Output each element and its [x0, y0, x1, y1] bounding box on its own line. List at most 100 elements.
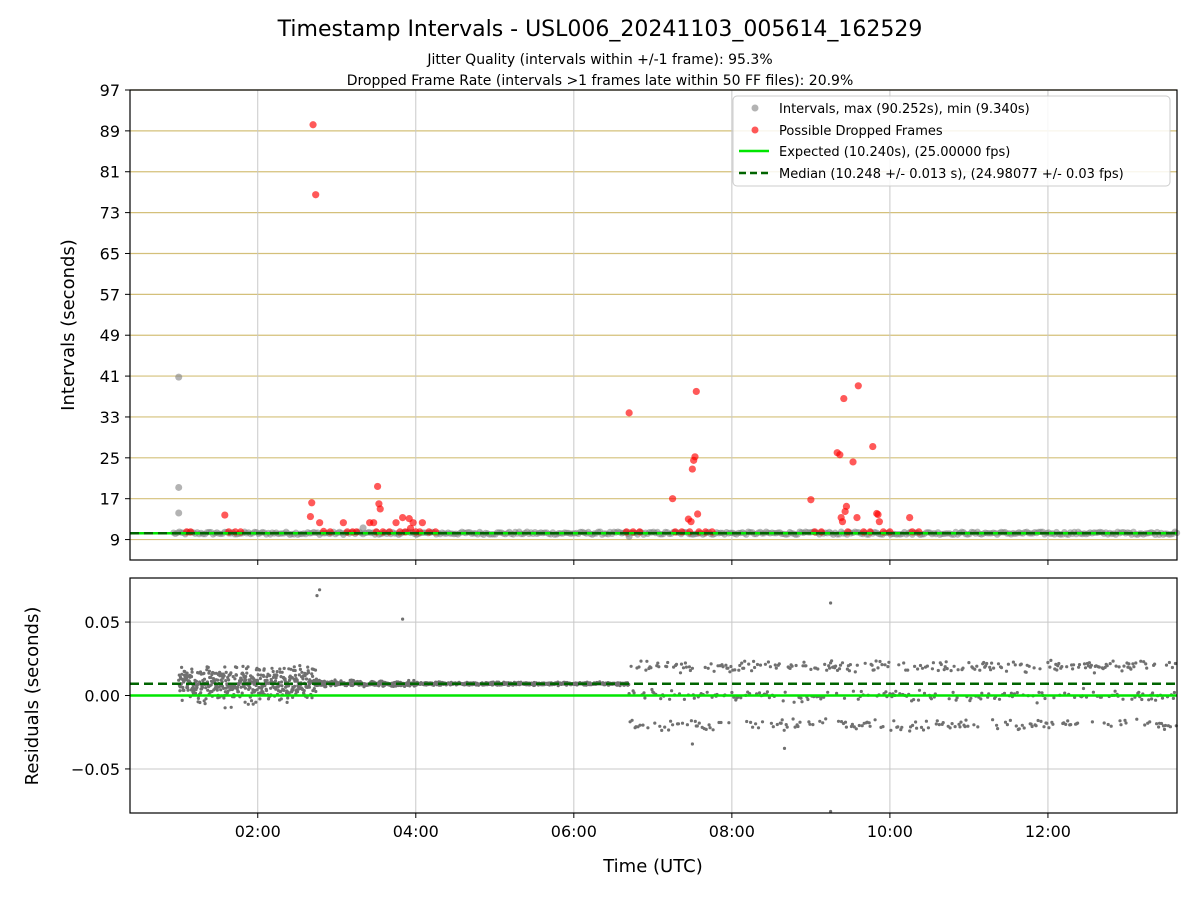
dropped-frame-point — [687, 518, 695, 526]
residual-point — [180, 665, 184, 670]
residual-point — [302, 689, 306, 693]
residual-point — [811, 723, 815, 727]
x-axis-label: Time (UTC) — [602, 856, 703, 877]
residual-point — [1119, 723, 1123, 727]
residual-point — [917, 688, 922, 692]
residual-point — [765, 690, 770, 694]
residual-point — [747, 662, 751, 666]
residual-point — [1055, 668, 1059, 672]
dropped-frame-point — [838, 518, 847, 526]
residual-point — [823, 662, 827, 667]
residual-point — [978, 668, 982, 672]
residual-point — [843, 720, 848, 724]
dropped-frame-point — [308, 499, 316, 507]
residual-point — [690, 666, 695, 670]
residual-point — [1122, 664, 1126, 668]
residual-point — [704, 727, 708, 732]
residual-point — [198, 700, 202, 705]
chart-subtitle-jitter: Jitter Quality (intervals within +/-1 fr… — [426, 52, 772, 68]
residual-point — [1014, 724, 1018, 728]
residual-point — [401, 617, 405, 621]
residual-point — [670, 689, 674, 693]
residual-point — [769, 721, 774, 725]
residual-point — [829, 809, 833, 814]
residual-point — [697, 721, 701, 725]
residual-point — [1114, 664, 1118, 668]
residual-point — [646, 726, 650, 730]
residual-point — [719, 720, 723, 725]
residual-point — [754, 722, 758, 726]
residual-point — [202, 671, 206, 676]
residual-point — [969, 696, 973, 700]
residual-point — [900, 725, 904, 729]
residual-point — [876, 666, 880, 670]
residual-point — [241, 664, 245, 669]
residual-point — [708, 726, 712, 730]
residual-point — [964, 718, 968, 722]
residual-point — [830, 659, 834, 663]
residual-point — [1124, 721, 1128, 725]
residual-point — [955, 696, 959, 700]
residual-point — [668, 697, 672, 701]
residual-point — [638, 723, 642, 727]
residual-point — [219, 688, 223, 692]
residual-point — [248, 686, 252, 690]
residual-point — [202, 677, 207, 681]
residual-point — [919, 725, 924, 730]
residual-point — [790, 664, 794, 668]
residual-point — [215, 688, 219, 692]
residual-point — [948, 726, 952, 730]
top-y-axis-label: Intervals (seconds) — [58, 239, 79, 411]
residual-point — [231, 675, 235, 679]
residual-point — [1066, 719, 1070, 723]
residual-point — [842, 696, 847, 700]
residual-point — [310, 672, 314, 676]
residual-point — [244, 678, 248, 682]
residual-point — [920, 666, 925, 670]
residual-point — [315, 594, 319, 598]
residual-point — [1142, 660, 1146, 664]
legend-entry-1: Possible Dropped Frames — [779, 124, 943, 139]
residual-point — [312, 687, 316, 691]
residual-point — [271, 669, 275, 674]
residual-point — [190, 667, 194, 671]
residual-point — [280, 670, 284, 674]
residual-point — [1091, 690, 1095, 694]
residual-point — [934, 722, 938, 726]
residual-point — [301, 677, 305, 681]
dropped-frame-point — [418, 519, 426, 527]
residual-point — [324, 685, 328, 689]
dropped-frame-point — [625, 409, 633, 417]
residual-point — [189, 675, 194, 679]
top-y-tick-label-8: 73 — [100, 204, 120, 223]
dropped-frame-point — [842, 502, 851, 510]
dropped-frame-point — [399, 513, 407, 522]
residual-point — [246, 665, 250, 669]
residual-point — [711, 728, 715, 732]
residual-point — [289, 667, 293, 671]
residual-point — [1038, 667, 1042, 671]
residual-point — [781, 699, 785, 703]
top-y-tick-label-9: 81 — [100, 163, 120, 182]
residual-point — [1135, 717, 1139, 721]
residual-point — [796, 724, 800, 729]
residual-point — [874, 659, 878, 663]
residual-point — [1160, 696, 1165, 700]
residual-point — [743, 659, 747, 663]
residual-point — [1111, 659, 1115, 663]
residual-point — [782, 746, 787, 751]
residual-point — [642, 691, 646, 695]
residual-point — [244, 674, 248, 679]
residual-point — [906, 668, 910, 672]
residual-point — [991, 718, 995, 722]
residual-point — [695, 724, 699, 728]
residual-point — [1159, 721, 1164, 726]
residual-point — [1139, 659, 1143, 663]
residual-point — [729, 664, 733, 669]
legend-marker-dropped — [751, 126, 759, 134]
residual-point — [209, 675, 213, 680]
residual-point — [1134, 661, 1138, 665]
residual-point — [792, 700, 796, 704]
residual-point — [929, 697, 934, 701]
